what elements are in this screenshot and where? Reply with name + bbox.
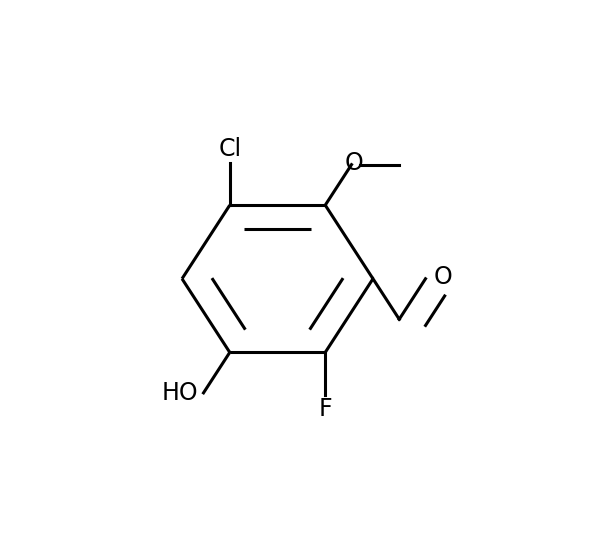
Text: HO: HO [162, 381, 199, 405]
Text: Cl: Cl [218, 136, 241, 161]
Text: O: O [344, 151, 363, 174]
Text: F: F [318, 397, 332, 421]
Text: O: O [434, 264, 453, 289]
